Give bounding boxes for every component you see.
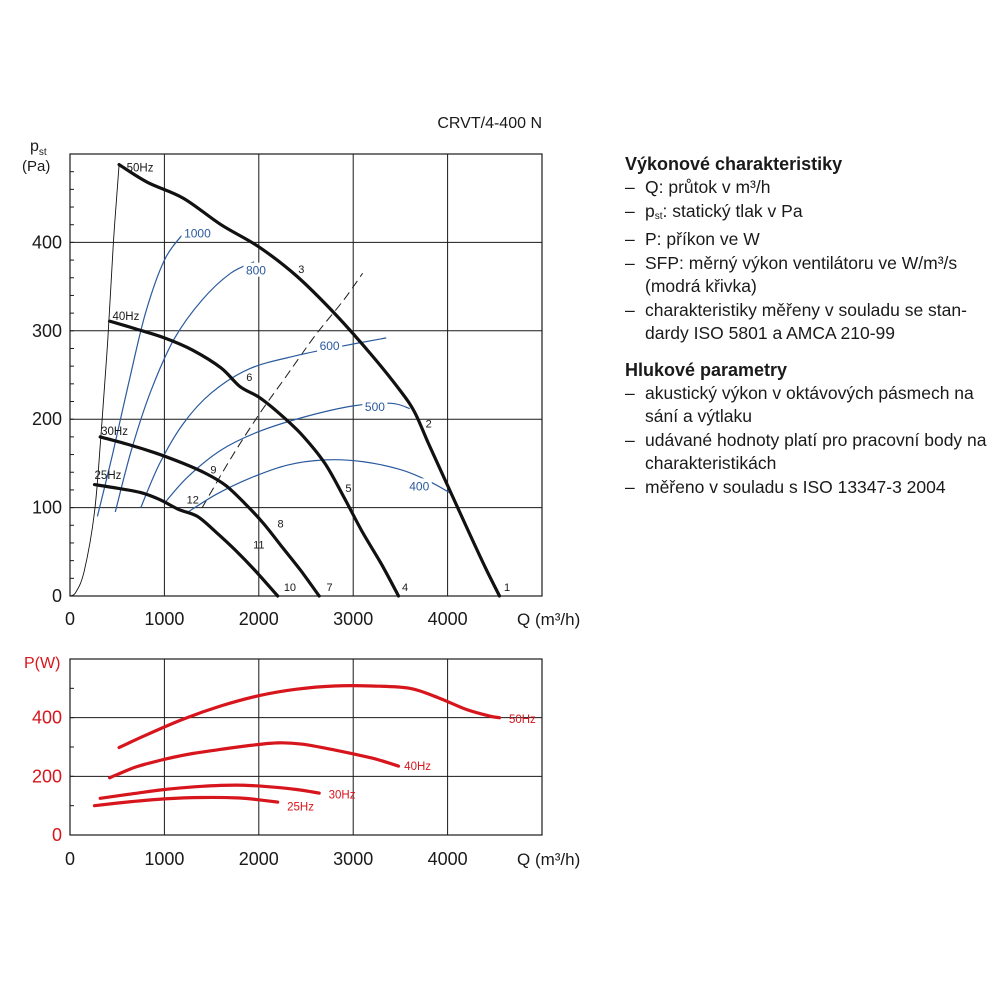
power-frequency-label: 30Hz — [329, 790, 356, 802]
info-heading-performance: Výkonové charakteristiky — [625, 154, 843, 174]
info-item: pst: statický tlak v Pa — [625, 200, 995, 229]
sfp-label-bg — [317, 337, 343, 352]
sfp-label: 500 — [365, 400, 385, 414]
frequency-label: 30Hz — [101, 426, 128, 438]
point-label: 2 — [426, 419, 432, 431]
sfp-label: 800 — [246, 264, 266, 278]
point-label: 6 — [246, 372, 252, 384]
power-x-tick-label: 3000 — [333, 849, 373, 869]
system-curve — [69, 164, 120, 597]
point-label: 1 — [504, 582, 510, 594]
power-curve-30Hz — [98, 783, 321, 800]
power-x-tick-label: 1000 — [144, 849, 184, 869]
x-tick-label: 3000 — [333, 609, 373, 629]
power-frequency-label: 25Hz — [287, 801, 314, 813]
sfp-label-bg — [406, 478, 432, 493]
power-y-tick-label: 0 — [52, 825, 62, 845]
y-tick-label: 400 — [32, 232, 62, 252]
info-item: charakteristiky měřeny v souladu se stan… — [625, 299, 995, 346]
y-axis-unit: (Pa) — [22, 158, 50, 175]
y-tick-label: 200 — [32, 409, 62, 429]
power-x-tick-label: 2000 — [239, 849, 279, 869]
info-panel: Výkonové charakteristiky Q: průtok v m³/… — [625, 152, 995, 511]
point-label: 5 — [345, 483, 351, 495]
sfp-curve-500 — [163, 402, 410, 504]
power-x-tick-label: 0 — [65, 849, 75, 869]
info-item: P: příkon ve W — [625, 228, 995, 252]
info-item: SFP: měrný výkon ventilátoru ve W/m³/s (… — [625, 252, 995, 299]
sfp-label-bg — [362, 398, 388, 413]
sfp-label-bg — [181, 225, 214, 240]
info-item-text: : statický tlak v Pa — [662, 200, 803, 221]
sfp-curve-1000 — [96, 233, 184, 517]
point-label: 7 — [327, 582, 333, 594]
x-tick-label: 4000 — [428, 609, 468, 629]
fan-curve-50Hz — [117, 163, 502, 598]
pressure-chart: CRVT/4-400 N 0 1000 2000 3000 4000 0 100 200 300 4… — [22, 115, 580, 629]
point-label: 4 — [402, 582, 408, 594]
point-label: 9 — [210, 465, 216, 477]
power-x-tick-label: 4000 — [428, 849, 468, 869]
info-item: udávané hodnoty platí pro pracovní body … — [625, 429, 995, 476]
pst-symbol: p — [645, 200, 655, 221]
point-label: 3 — [298, 264, 304, 276]
pst-subscript: st — [654, 210, 663, 222]
power-y-axis-label: P(W) — [24, 655, 60, 672]
dashed-curve — [201, 273, 364, 508]
chart-title: CRVT/4-400 N — [437, 115, 542, 132]
power-curve-25Hz — [92, 795, 280, 808]
info-item: akustický výkon v oktávových pásmech na … — [625, 382, 995, 429]
info-section-noise: Hlukové parametry akustický výkon v oktá… — [625, 358, 995, 500]
point-label: 8 — [277, 519, 283, 531]
power-frequency-label: 40Hz — [404, 761, 431, 773]
frequency-label: 25Hz — [95, 470, 122, 482]
info-heading-noise: Hlukové parametry — [625, 359, 788, 380]
frequency-label: 50Hz — [127, 162, 154, 174]
sfp-label: 400 — [409, 479, 429, 493]
power-curve-50Hz — [117, 684, 502, 750]
y-tick-label: 300 — [32, 321, 62, 341]
y-axis-label-sub: st — [39, 147, 47, 158]
power-curve-40Hz — [108, 741, 401, 780]
sfp-curve-600 — [140, 337, 387, 508]
y-axis-label: pst — [30, 138, 47, 158]
sfp-curve-400 — [187, 459, 453, 513]
power-chart: 0 1000 2000 3000 4000 0 200 400 P(W) Q (m³/h) 50Hz… — [24, 655, 580, 869]
sfp-curve-800 — [114, 261, 255, 513]
info-item: měřeno v souladu s ISO 13347-3 2004 — [625, 476, 995, 500]
power-y-tick-label: 200 — [32, 766, 62, 786]
power-frequency-label: 50Hz — [509, 714, 536, 726]
fan-curve-25Hz — [92, 483, 280, 598]
point-label: 10 — [284, 582, 296, 594]
x-tick-label: 0 — [65, 609, 75, 629]
point-label: 11 — [253, 540, 264, 552]
sfp-label: 600 — [320, 339, 340, 353]
fan-curve-40Hz — [108, 319, 401, 598]
power-x-axis-label: Q (m³/h) — [517, 850, 580, 869]
plot-frame — [69, 153, 543, 597]
info-item: Q: průtok v m³/h — [625, 176, 995, 200]
fan-curve-30Hz — [98, 435, 321, 598]
x-tick-label: 2000 — [239, 609, 279, 629]
power-plot-frame — [69, 658, 543, 836]
sfp-label-bg — [243, 262, 269, 277]
y-tick-label: 0 — [52, 586, 62, 606]
x-axis-label: Q (m³/h) — [517, 610, 580, 629]
sfp-label: 1000 — [184, 227, 211, 241]
point-label: 12 — [187, 495, 199, 507]
info-section-performance: Výkonové charakteristiky Q: průtok v m³/… — [625, 152, 995, 346]
frequency-label: 40Hz — [112, 311, 139, 323]
x-tick-label: 1000 — [144, 609, 184, 629]
power-y-tick-label: 400 — [32, 708, 62, 728]
y-tick-label: 100 — [32, 498, 62, 518]
